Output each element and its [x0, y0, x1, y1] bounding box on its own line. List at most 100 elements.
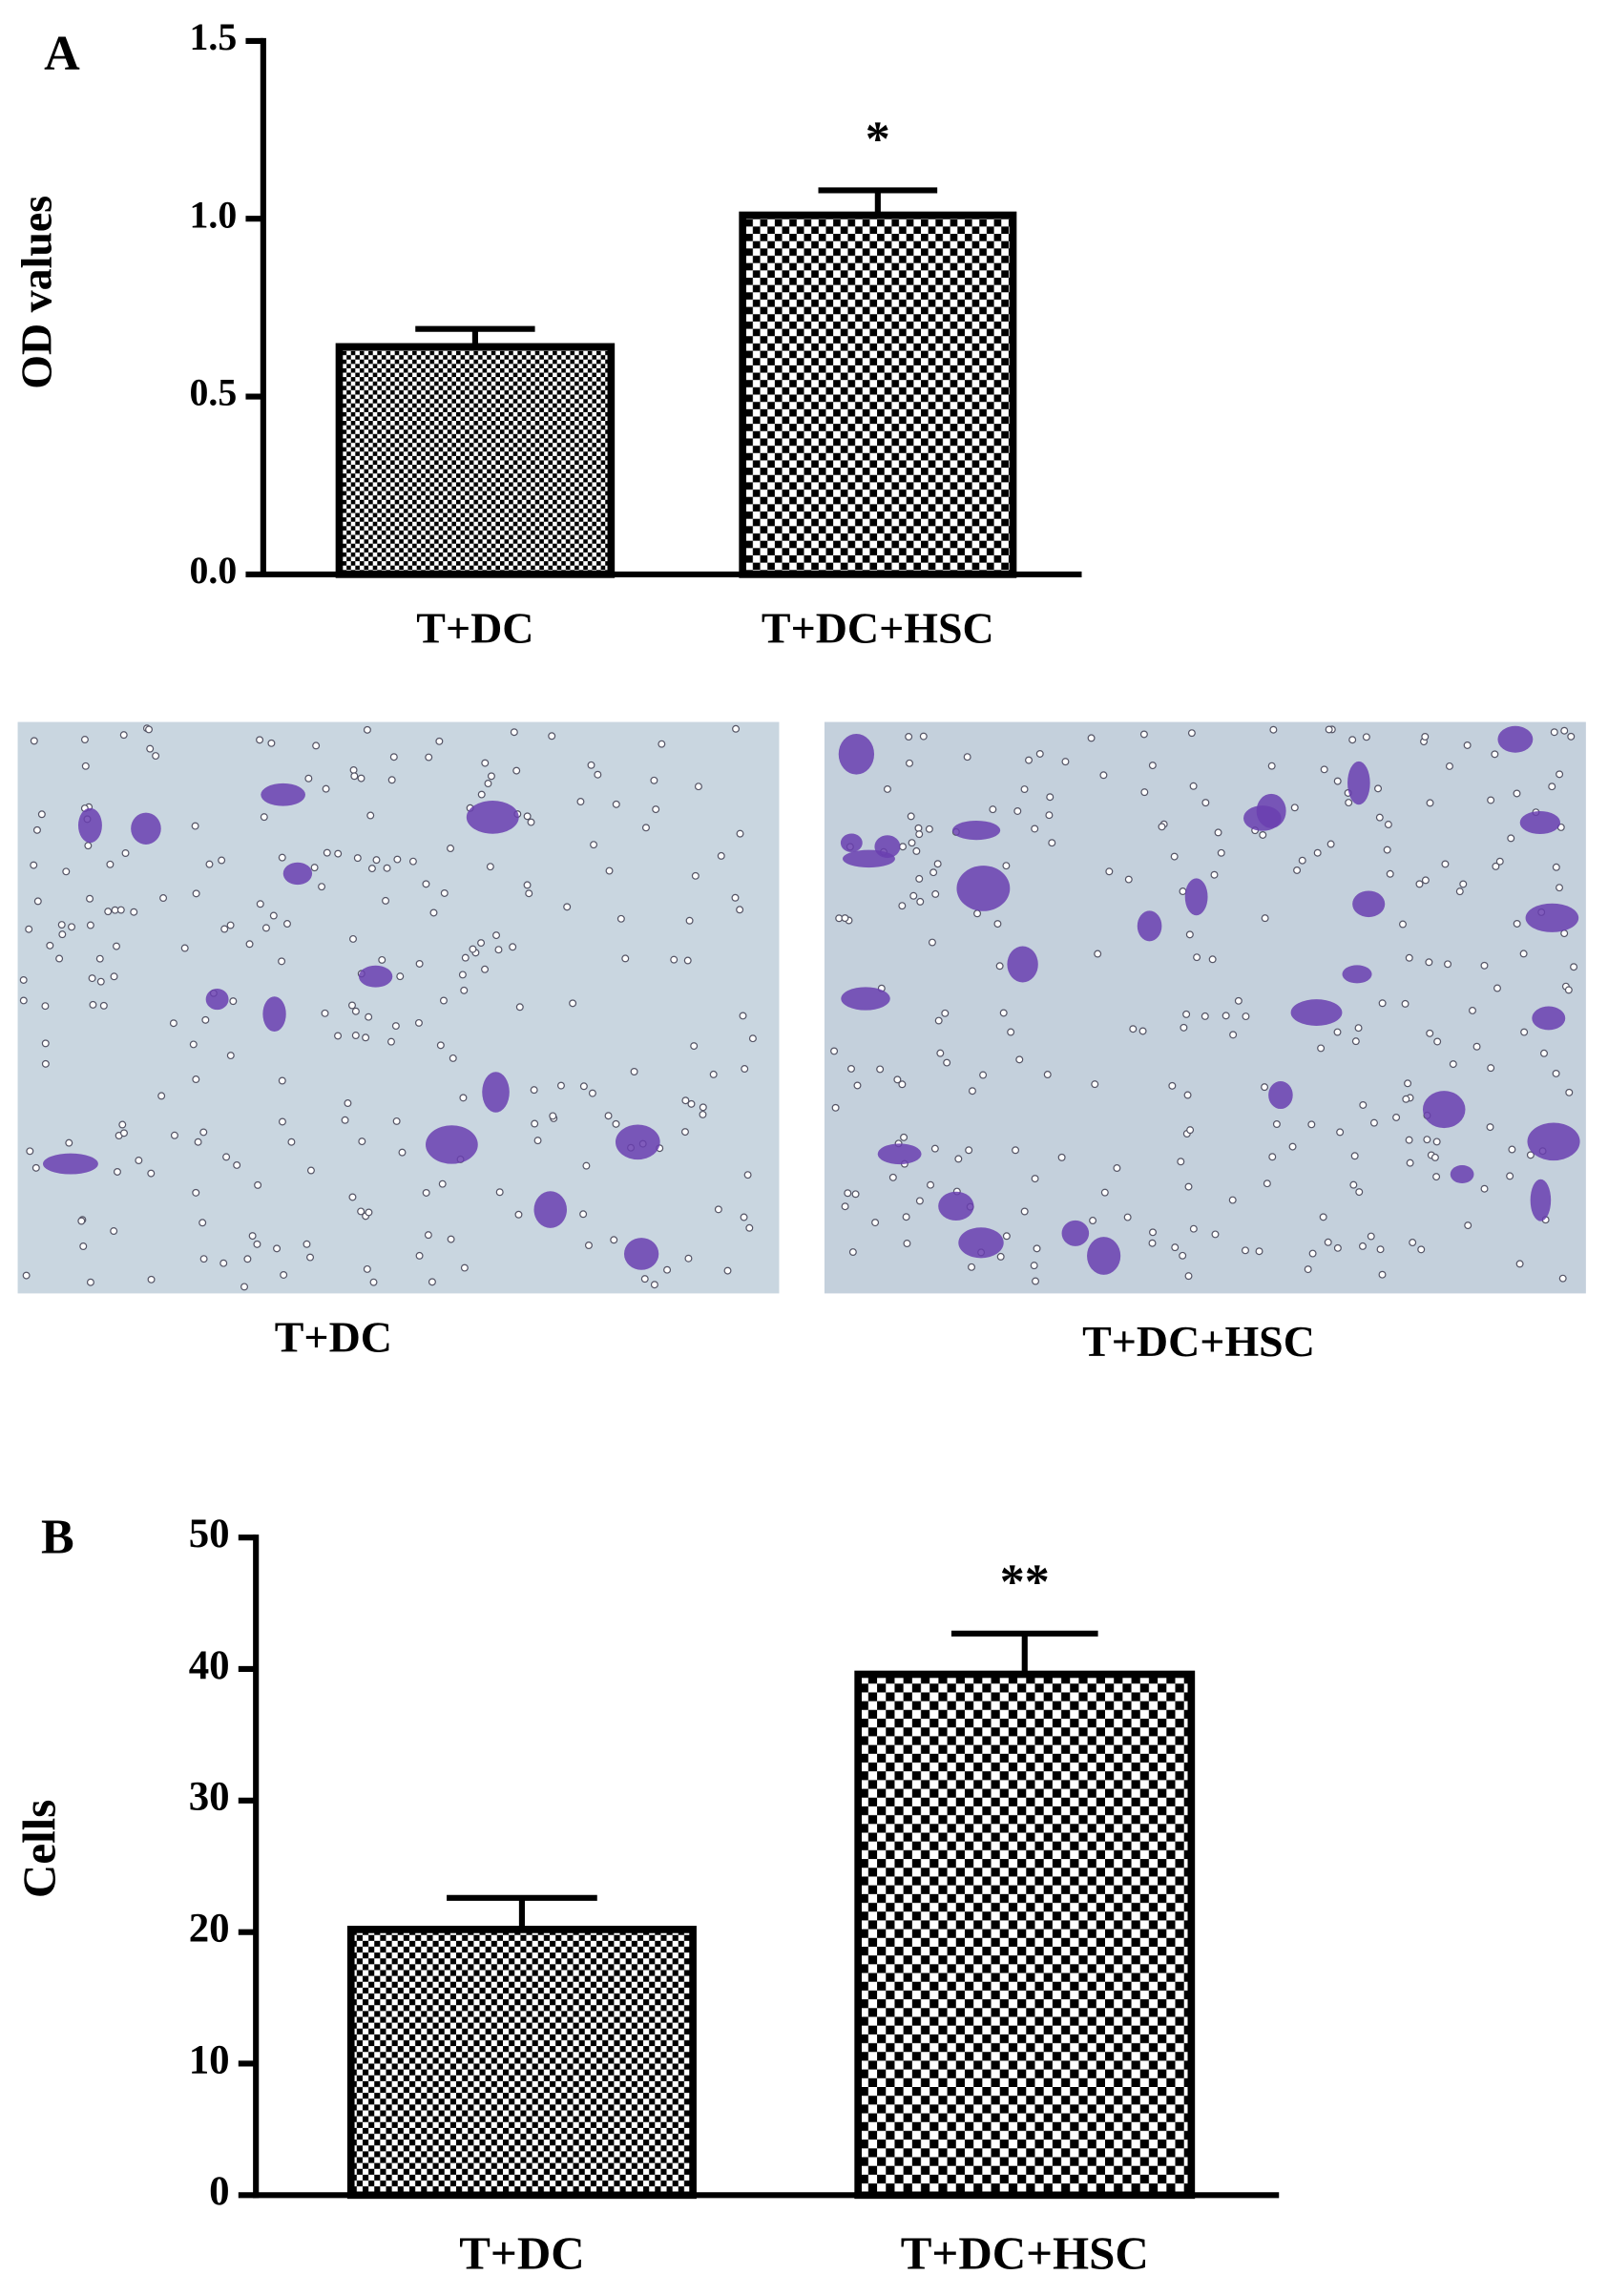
- pore: [1383, 845, 1391, 854]
- bar: [346, 1926, 697, 2200]
- pore: [641, 824, 650, 832]
- pore: [32, 825, 41, 834]
- pore: [841, 914, 849, 923]
- pore: [931, 889, 940, 898]
- pore: [968, 1263, 976, 1271]
- pore: [1031, 824, 1039, 833]
- pore: [616, 914, 625, 923]
- pore: [349, 765, 358, 774]
- pore: [1405, 1136, 1413, 1144]
- pore: [650, 1281, 658, 1289]
- cell: [77, 807, 102, 844]
- pore: [993, 920, 1002, 929]
- micrograph-caption: T+DC: [275, 1312, 392, 1361]
- pore: [1526, 1151, 1535, 1159]
- pore: [1046, 793, 1055, 802]
- pore: [915, 1197, 924, 1205]
- pore: [1455, 887, 1464, 896]
- pore: [261, 924, 270, 932]
- pore: [191, 822, 199, 830]
- pore: [159, 894, 168, 903]
- pore: [1508, 1145, 1516, 1154]
- cell: [1137, 910, 1162, 942]
- y-tick-label: 0.0: [190, 550, 238, 592]
- pore: [157, 1092, 166, 1100]
- pore: [871, 1219, 880, 1227]
- pore: [46, 941, 54, 950]
- pore: [367, 865, 376, 873]
- pore: [899, 843, 907, 851]
- cell: [1184, 878, 1208, 916]
- pore: [1007, 1028, 1015, 1036]
- pore: [748, 1034, 757, 1043]
- pore: [440, 888, 449, 897]
- pore: [145, 725, 153, 734]
- pore: [930, 1144, 939, 1153]
- pore: [170, 1131, 178, 1139]
- pore: [19, 975, 28, 984]
- pore: [731, 893, 740, 902]
- pore: [1351, 1037, 1360, 1046]
- pore: [192, 1075, 200, 1084]
- pore: [898, 902, 907, 910]
- pore: [201, 1015, 210, 1024]
- micrograph-caption: T+DC+HSC: [1082, 1317, 1315, 1366]
- pore: [447, 1235, 455, 1243]
- bar: [739, 211, 1017, 578]
- pore: [349, 934, 357, 943]
- pore: [1444, 960, 1452, 969]
- pore: [1317, 1044, 1326, 1053]
- pore: [386, 1037, 395, 1046]
- cell: [262, 996, 286, 1033]
- micrographs: T+DC T+DC+HSC: [17, 721, 1586, 1366]
- pore: [556, 1081, 565, 1090]
- pore: [844, 1189, 852, 1198]
- pore: [1324, 1238, 1332, 1246]
- pore: [278, 853, 286, 862]
- cell: [205, 988, 229, 1011]
- pore: [130, 908, 138, 916]
- pore: [1048, 839, 1056, 847]
- pore: [396, 972, 405, 981]
- pore: [89, 1000, 97, 1009]
- pore: [1386, 869, 1394, 878]
- pore: [739, 1012, 747, 1020]
- pore: [205, 860, 214, 868]
- pore: [1214, 828, 1222, 837]
- pore: [1345, 799, 1353, 807]
- pore: [192, 1188, 200, 1197]
- pore: [582, 1161, 591, 1170]
- pore: [1513, 789, 1521, 798]
- pore: [372, 856, 381, 865]
- pore: [422, 1188, 430, 1197]
- cell: [623, 1238, 659, 1270]
- pore: [1298, 856, 1306, 865]
- pore: [1495, 857, 1504, 866]
- pore: [1025, 756, 1034, 764]
- pore: [943, 1058, 951, 1067]
- pore: [510, 728, 518, 737]
- pore: [569, 999, 577, 1008]
- pore: [915, 830, 924, 839]
- pore: [876, 1065, 885, 1074]
- significance-label: *: [866, 112, 890, 166]
- pore: [110, 1227, 118, 1235]
- pore: [461, 953, 470, 962]
- pore: [1507, 834, 1515, 843]
- pore: [348, 1193, 357, 1201]
- pore: [1358, 1242, 1367, 1250]
- pore: [1425, 958, 1433, 967]
- pore: [414, 1018, 423, 1027]
- pore: [909, 891, 918, 900]
- pore: [1367, 1232, 1375, 1241]
- pore: [1031, 1175, 1039, 1183]
- pore: [99, 1001, 108, 1010]
- pore: [1348, 736, 1357, 744]
- pore: [1376, 1245, 1385, 1254]
- pore: [587, 761, 595, 769]
- pore: [1210, 870, 1219, 879]
- pore: [1409, 1239, 1417, 1246]
- pore: [1149, 1228, 1157, 1237]
- pore: [1506, 1172, 1514, 1180]
- pore: [1362, 733, 1370, 741]
